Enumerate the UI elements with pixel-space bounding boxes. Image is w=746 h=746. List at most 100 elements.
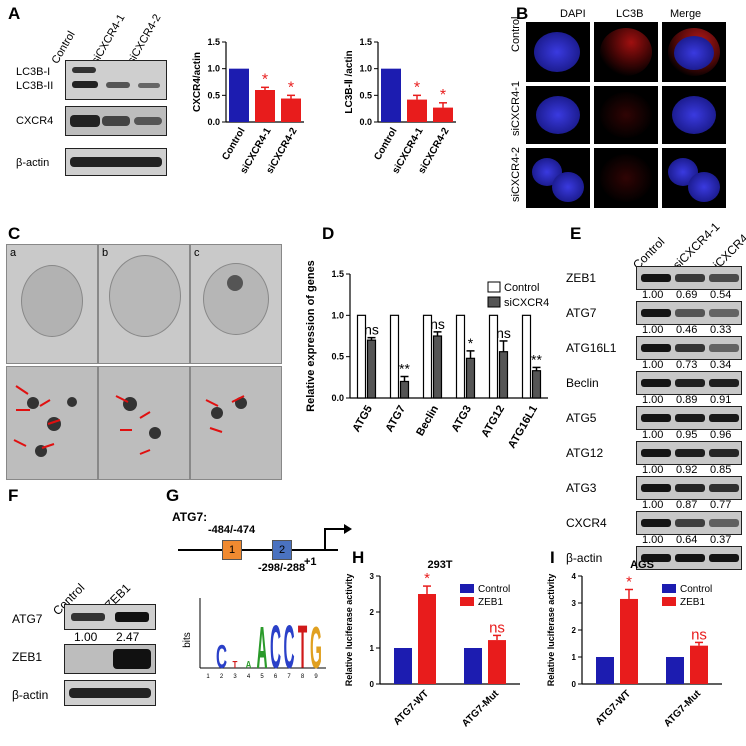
row-label: Beclin: [566, 376, 599, 390]
row-label: β-actin: [12, 688, 49, 702]
bar: [455, 314, 466, 399]
logo-letter: C: [270, 614, 281, 681]
blot-lc3b: [65, 60, 167, 100]
panel-label-h: H: [352, 548, 365, 567]
legend-swatch: [460, 584, 474, 593]
significance-mark: *: [262, 71, 268, 88]
legend-swatch: [662, 584, 676, 593]
tss-label: +1: [304, 556, 317, 568]
category-label: ATG7: [383, 404, 408, 435]
density-value: 0.34: [710, 359, 732, 371]
significance-mark: ns: [496, 325, 511, 341]
site-2-position: -298/-288: [258, 562, 306, 574]
bar: [255, 90, 275, 122]
y-tick-label: 0: [370, 680, 375, 689]
density-value: 1.00: [74, 630, 98, 644]
bar: [394, 648, 412, 684]
logo-position: 3: [233, 674, 237, 680]
density-value: 0.46: [676, 324, 698, 336]
bar: [531, 370, 542, 399]
y-tick-label: 2: [572, 626, 577, 635]
significance-mark: *: [414, 79, 420, 96]
bar: [690, 645, 708, 684]
density-value: 0.92: [676, 464, 698, 476]
density-value: 0.37: [710, 534, 732, 546]
density-value: 1.00: [642, 534, 664, 546]
y-tick-label: 1.0: [331, 310, 344, 320]
blot-row: [636, 266, 742, 290]
blot-row: [636, 336, 742, 360]
logo-position: 1: [206, 674, 210, 680]
blot-row: [636, 406, 742, 430]
legend-label: Control: [478, 584, 510, 595]
legend-swatch: [662, 597, 676, 606]
chart-h: 0 1 2 3 Relative luciferase activity * ATG7-WT…: [344, 559, 520, 729]
bar: [407, 99, 427, 122]
category-label: ATG16L1: [506, 404, 540, 451]
image-dapi: [526, 148, 590, 208]
row-label: ATG3: [566, 481, 597, 495]
density-value: 1.00: [642, 499, 664, 511]
blot-actin: [64, 680, 156, 706]
bar: [422, 314, 433, 399]
significance-mark: *: [468, 335, 474, 351]
significance-mark: *: [440, 87, 446, 104]
tem-image-c-top: c: [190, 244, 282, 364]
bar: [465, 357, 476, 399]
chart-d: 0.0 0.5 1.0 1.5 Relative expression of genes…: [305, 260, 549, 451]
density-value: 0.95: [676, 429, 698, 441]
category-label: Beclin: [414, 403, 441, 438]
bar: [389, 314, 400, 399]
tem-arrows: [13, 385, 245, 455]
logo-y-label: bits: [182, 632, 193, 648]
binding-site-2: 2: [272, 540, 292, 560]
bar: [498, 351, 509, 399]
density-value: 0.87: [676, 499, 698, 511]
image-lc3b: [594, 148, 658, 208]
significance-mark: ns: [691, 626, 707, 643]
image-merge: [662, 148, 726, 208]
row-label: siCXCR4-2: [510, 146, 522, 202]
y-axis-label: LC3B-Ⅱ /actin: [344, 50, 355, 113]
blot-row: [636, 476, 742, 500]
row-label: β-actin: [16, 157, 50, 169]
density-value: 0.85: [710, 464, 732, 476]
density-value: 0.64: [676, 534, 698, 546]
y-tick-label: 1.5: [359, 37, 372, 47]
panel-label-b: B: [516, 4, 529, 23]
significance-mark: ns: [489, 619, 505, 636]
density-value: 1.00: [642, 359, 664, 371]
density-value: 0.77: [710, 499, 732, 511]
row-label: ZEB1: [12, 650, 43, 664]
logo-letter: A: [256, 616, 267, 682]
logo-position: 6: [274, 674, 278, 680]
y-tick-label: 3: [370, 572, 375, 581]
row-label: ATG16L1: [566, 341, 617, 355]
col-label: LC3B: [616, 8, 644, 20]
legend-label: ZEB1: [478, 597, 503, 608]
y-tick-label: 3: [572, 599, 577, 608]
density-value: 2.47: [116, 630, 140, 644]
panel-label-c: C: [8, 224, 21, 243]
bar: [399, 380, 410, 399]
chart-i: 0 1 2 3 4 Relative luciferase activity * ATG7-W…: [546, 559, 722, 729]
category-label: ATG7-WT: [392, 688, 431, 727]
y-tick-label: 0.5: [359, 90, 372, 100]
category-label: ATG5: [350, 404, 375, 435]
y-axis-label: Relative expression of genes: [305, 260, 317, 412]
density-value: 1.00: [642, 324, 664, 336]
blot-row: [636, 441, 742, 465]
bar: [596, 657, 614, 684]
tem-image-a-zoom: [6, 366, 98, 480]
logo-position: 8: [301, 674, 305, 680]
y-tick-label: 1: [370, 644, 375, 653]
category-label: ATG3: [449, 404, 474, 435]
panel-label-e: E: [570, 224, 582, 243]
y-tick-label: 0.5: [331, 352, 344, 362]
row-label: siCXCR4-1: [510, 80, 522, 136]
y-axis-label: CXCR4/actin: [192, 52, 203, 112]
density-value: 1.00: [642, 394, 664, 406]
bar: [464, 648, 482, 684]
y-tick-label: 1.0: [207, 64, 220, 74]
